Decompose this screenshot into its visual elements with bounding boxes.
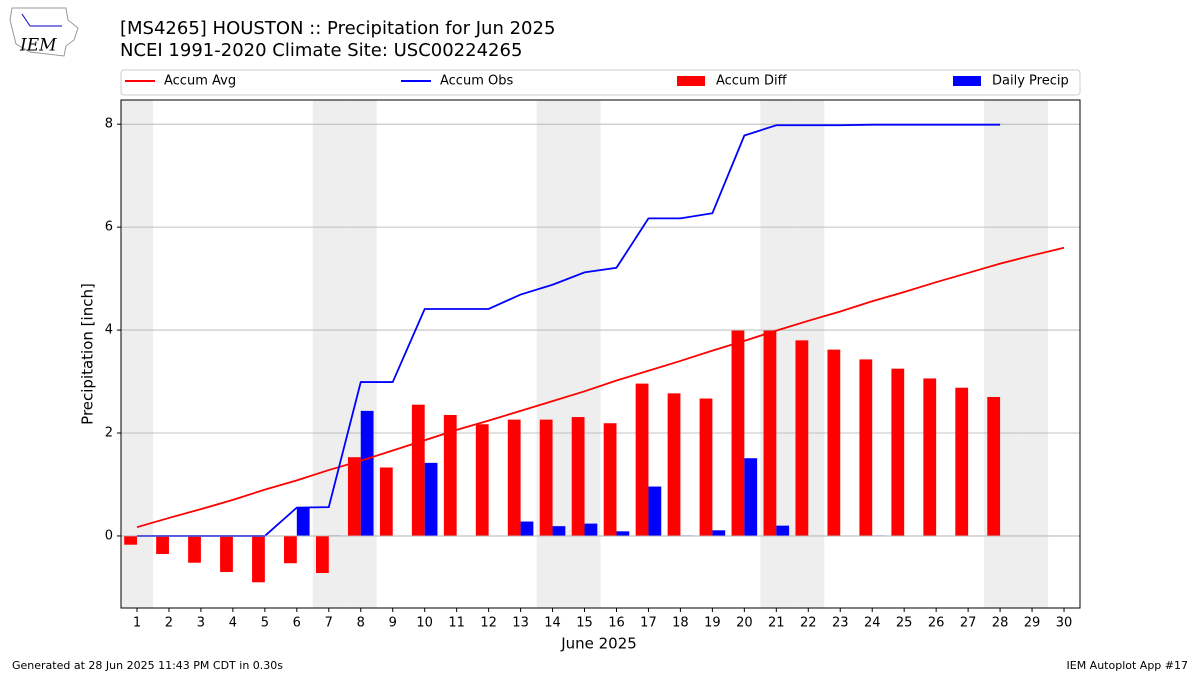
bar	[539, 419, 553, 536]
y-tick-label: 6	[105, 220, 113, 235]
bar	[603, 423, 617, 536]
x-tick-label: 15	[576, 616, 593, 631]
x-tick-label: 11	[448, 616, 465, 631]
bar	[744, 458, 758, 536]
chart-subtitle: NCEI 1991-2020 Climate Site: USC00224265	[120, 40, 522, 61]
bar	[360, 410, 374, 536]
bar	[379, 467, 393, 536]
legend-swatch	[953, 76, 981, 86]
chart-title: [MS4265] HOUSTON :: Precipitation for Ju…	[120, 18, 555, 39]
bar	[156, 535, 169, 554]
bar	[220, 535, 233, 572]
bar	[347, 457, 361, 536]
footer-left: Generated at 28 Jun 2025 11:43 PM CDT in…	[12, 659, 283, 672]
bar	[635, 383, 649, 536]
y-tick-label: 2	[105, 426, 113, 441]
x-tick-label: 4	[229, 616, 237, 631]
x-tick-label: 23	[832, 616, 849, 631]
x-tick-label: 18	[672, 616, 689, 631]
bar	[987, 396, 1001, 536]
logo: IEM	[9, 7, 79, 57]
x-tick-label: 9	[389, 616, 397, 631]
bar	[520, 521, 534, 536]
legend-label: Daily Precip	[992, 74, 1069, 89]
x-tick-label: 12	[480, 616, 497, 631]
x-tick-label: 19	[704, 616, 721, 631]
legend-label: Accum Diff	[716, 74, 788, 89]
bar	[955, 387, 969, 536]
x-tick-label: 7	[325, 616, 333, 631]
x-tick-label: 3	[197, 616, 205, 631]
y-tick-label: 0	[105, 528, 113, 543]
bar	[731, 330, 745, 536]
x-tick-label: 26	[928, 616, 945, 631]
x-tick-label: 1	[133, 616, 141, 631]
line	[136, 123, 1001, 537]
bar	[552, 526, 566, 536]
y-axis-label: Precipitation [inch]	[79, 283, 97, 425]
x-tick-label: 8	[357, 616, 365, 631]
weekend-band	[121, 100, 153, 608]
bar	[795, 340, 809, 536]
bar	[648, 486, 662, 536]
x-tick-label: 29	[1024, 616, 1041, 631]
x-tick-label: 5	[261, 616, 269, 631]
x-tick-label: 13	[512, 616, 529, 631]
y-tick-label: 4	[105, 323, 113, 338]
logo-text: IEM	[19, 36, 57, 56]
x-axis-label: June 2025	[560, 635, 637, 653]
x-tick-label: 16	[608, 616, 625, 631]
bar	[124, 535, 137, 545]
x-tick-label: 14	[544, 616, 561, 631]
legend	[120, 69, 1081, 96]
weekend-band	[1016, 100, 1049, 608]
bar	[284, 535, 297, 564]
x-tick-label: 27	[960, 616, 977, 631]
x-tick-label: 17	[640, 616, 657, 631]
bar	[712, 530, 726, 536]
logo-outline	[9, 7, 79, 57]
x-tick-label: 6	[293, 616, 301, 631]
bar	[923, 378, 937, 536]
bar	[315, 535, 329, 574]
bar	[571, 417, 585, 536]
x-tick-label: 20	[736, 616, 753, 631]
y-tick-label: 8	[105, 117, 113, 132]
x-tick-label: 22	[800, 616, 817, 631]
bar	[763, 330, 777, 536]
bar	[188, 535, 201, 563]
x-tick-label: 2	[165, 616, 173, 631]
line	[136, 246, 1065, 529]
bar	[584, 523, 598, 536]
bar	[296, 507, 310, 536]
x-tick-label: 21	[768, 616, 785, 631]
bar	[252, 535, 265, 583]
bar	[776, 525, 790, 536]
bar	[891, 368, 905, 536]
bar	[507, 419, 521, 536]
plot-frame	[120, 99, 1081, 609]
legend-label: Accum Obs	[440, 74, 513, 89]
bar	[859, 359, 873, 536]
x-tick-label: 25	[896, 616, 913, 631]
logo-icon	[21, 13, 31, 27]
bar	[424, 462, 438, 536]
legend-label: Accum Avg	[164, 74, 236, 89]
bar	[475, 424, 489, 536]
bar	[616, 531, 630, 536]
x-tick-label: 28	[992, 616, 1009, 631]
bar	[827, 349, 841, 536]
bar	[443, 414, 457, 536]
bar	[411, 404, 425, 536]
x-tick-label: 24	[864, 616, 881, 631]
x-tick-label: 10	[416, 616, 433, 631]
bar	[699, 398, 713, 536]
legend-swatch	[677, 76, 705, 86]
x-tick-label: 30	[1056, 616, 1073, 631]
footer-right: IEM Autoplot App #17	[1067, 659, 1189, 672]
weekend-band	[312, 100, 345, 608]
bar	[667, 393, 681, 536]
